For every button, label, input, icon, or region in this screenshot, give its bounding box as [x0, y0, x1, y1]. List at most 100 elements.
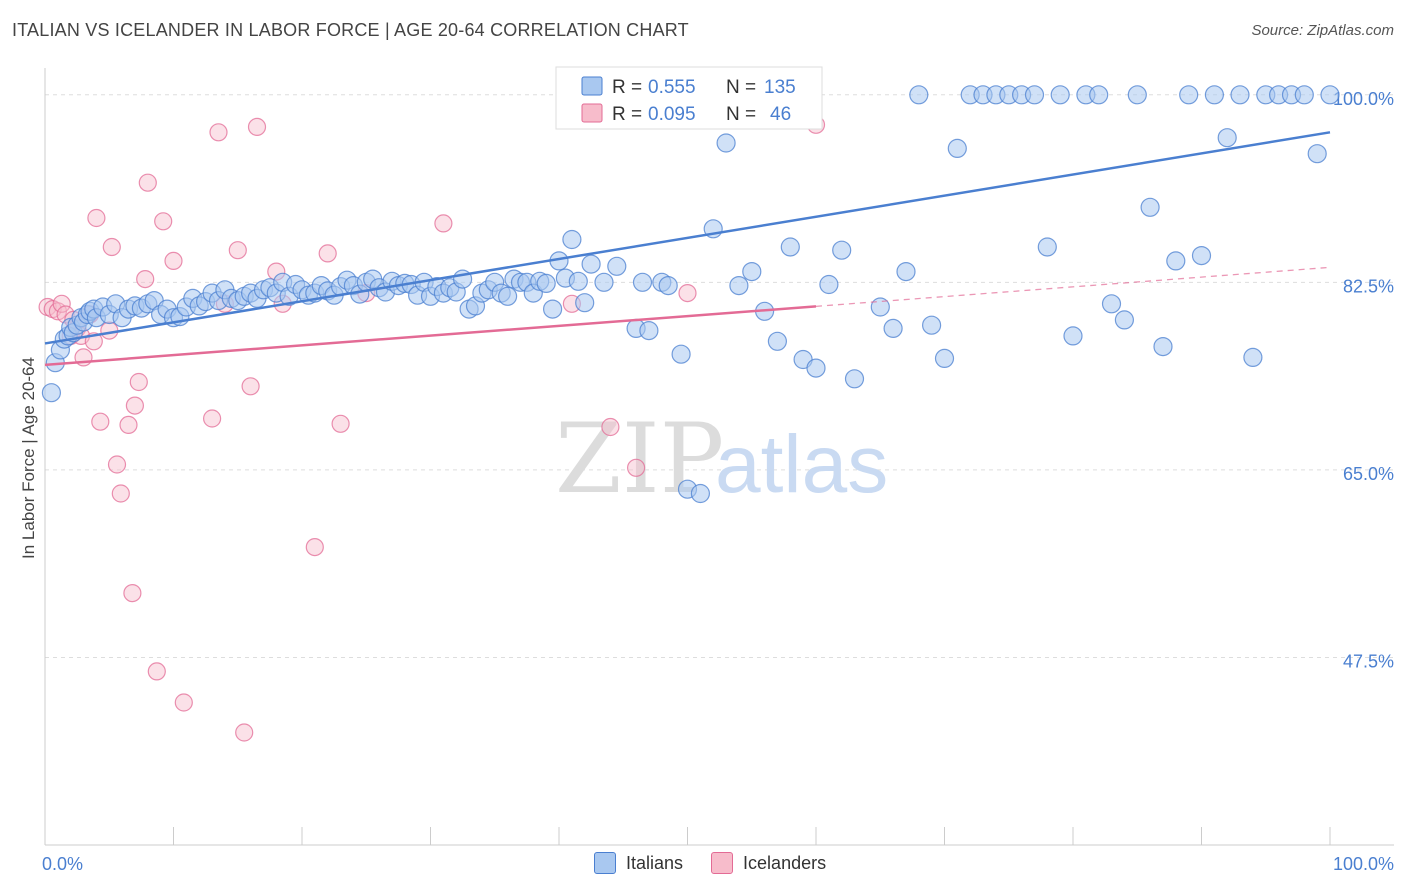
italians-point-83	[536, 273, 556, 293]
icelanders-point-26	[164, 251, 183, 270]
legend-item-icelanders[interactable]: Icelanders	[711, 852, 826, 874]
y-tick-labels: 100.0% 82.5% 65.0% 47.5%	[1333, 89, 1394, 672]
italians-point-100	[690, 483, 711, 504]
icelanders-trend-line	[44, 305, 817, 367]
italians-point-90	[581, 254, 601, 274]
icelanders-point-39	[331, 414, 350, 433]
icelanders-point-28	[203, 409, 222, 428]
icelanders-point-16	[107, 455, 127, 474]
italians-point-142	[1243, 347, 1263, 367]
legend-r-value-italians: 0.555	[648, 77, 696, 98]
axes	[44, 68, 1394, 846]
watermark-atlas: atlas	[715, 419, 888, 510]
y-tick-label-2: 65.0%	[1343, 464, 1394, 484]
italians-point-132	[1114, 310, 1135, 330]
series-legend: Italians Icelanders	[594, 852, 826, 874]
legend-n-label-italians: N =	[726, 77, 756, 98]
icelanders-trend-line-extension	[815, 266, 1331, 307]
source-label: Source: ZipAtlas.com	[1251, 22, 1394, 39]
y-tick-label-0: 100.0%	[1333, 89, 1394, 109]
italians-point-127	[1050, 85, 1070, 105]
icelanders-point-19	[123, 583, 142, 603]
italians-point-109	[806, 358, 826, 378]
y-axis-title: In Labor Force | Age 20-64	[19, 357, 38, 559]
icelanders-point-33	[241, 377, 260, 396]
icelanders-point-44	[626, 458, 646, 477]
icelanders-point-17	[111, 484, 130, 503]
series-icelanders-points	[38, 115, 826, 742]
icelanders-point-24	[147, 662, 166, 681]
legend-swatch-italians	[581, 76, 603, 96]
legend-swatch-icelanders	[581, 103, 603, 123]
italians-point-104	[742, 262, 762, 282]
italians-point-77	[498, 286, 518, 306]
italians-point-115	[896, 262, 916, 282]
y-tick-label-1: 82.5%	[1343, 276, 1394, 296]
legend-swatch-icelanders-bottom	[711, 852, 734, 874]
italians-point-133	[1127, 85, 1147, 105]
legend-label-italians: Italians	[626, 852, 684, 873]
y-tick-label-3: 47.5%	[1343, 651, 1394, 671]
correlation-legend: R = 0.555 N = 135 R = 0.095 N = 46	[555, 66, 823, 130]
italians-point-89	[575, 293, 595, 313]
legend-swatch-italians-bottom	[594, 852, 616, 874]
italians-point-138	[1191, 246, 1212, 266]
italians-point-118	[934, 348, 955, 368]
italians-point-128	[1063, 326, 1083, 346]
icelanders-point-29	[209, 123, 228, 142]
italians-point-0	[41, 383, 62, 403]
icelanders-point-32	[235, 723, 254, 742]
legend-n-label-icelanders: N =	[726, 104, 756, 125]
legend-r-label-italians: R =	[612, 77, 642, 98]
icelanders-point-12	[87, 208, 106, 228]
icelanders-point-34	[247, 117, 267, 137]
italians-point-92	[607, 256, 627, 276]
italians-point-88	[568, 271, 588, 291]
italians-point-135	[1153, 337, 1173, 357]
italians-point-107	[780, 237, 800, 257]
icelanders-point-23	[138, 173, 157, 192]
x-tick-label-max: 100.0%	[1333, 854, 1394, 874]
italians-point-130	[1089, 85, 1109, 105]
trend-lines	[44, 131, 1331, 367]
legend-n-value-icelanders: 46	[770, 104, 791, 125]
icelanders-point-31	[228, 241, 247, 260]
italians-trend-line	[44, 131, 1331, 345]
legend-r-value-icelanders: 0.095	[648, 104, 696, 125]
italians-point-119	[947, 138, 967, 158]
italians-point-113	[870, 297, 890, 317]
x-tick-label-min: 0.0%	[42, 854, 83, 874]
italians-point-110	[819, 274, 839, 295]
legend-r-label-icelanders: R =	[612, 104, 642, 125]
italians-point-94	[632, 272, 653, 292]
italians-point-102	[716, 133, 736, 153]
icelanders-point-43	[601, 417, 620, 437]
italians-point-139	[1204, 85, 1225, 105]
icelanders-point-3	[52, 294, 71, 313]
italians-point-148	[1320, 85, 1340, 105]
icelanders-point-27	[174, 693, 193, 712]
italians-point-114	[883, 318, 903, 338]
icelanders-point-25	[154, 212, 173, 231]
italians-point-137	[1179, 85, 1199, 105]
italians-point-134	[1140, 197, 1160, 217]
italians-point-126	[1037, 237, 1057, 257]
italians-point-141	[1230, 85, 1250, 105]
icelanders-point-21	[129, 372, 148, 392]
chart-title: ITALIAN VS ICELANDER IN LABOR FORCE | AG…	[12, 20, 689, 40]
italians-point-87	[562, 229, 582, 250]
italians-point-98	[671, 344, 691, 364]
italians-point-91	[594, 272, 614, 292]
italians-point-106	[767, 331, 788, 351]
italians-point-140	[1217, 128, 1237, 148]
icelanders-point-18	[119, 415, 138, 434]
italians-point-116	[909, 85, 929, 105]
italians-point-95	[639, 321, 659, 341]
legend-n-value-italians: 135	[764, 77, 796, 98]
icelanders-point-14	[100, 321, 119, 340]
legend-item-italians[interactable]: Italians	[594, 852, 683, 874]
gridlines	[45, 94, 1394, 658]
italians-point-146	[1294, 85, 1314, 105]
italians-point-136	[1166, 251, 1186, 271]
